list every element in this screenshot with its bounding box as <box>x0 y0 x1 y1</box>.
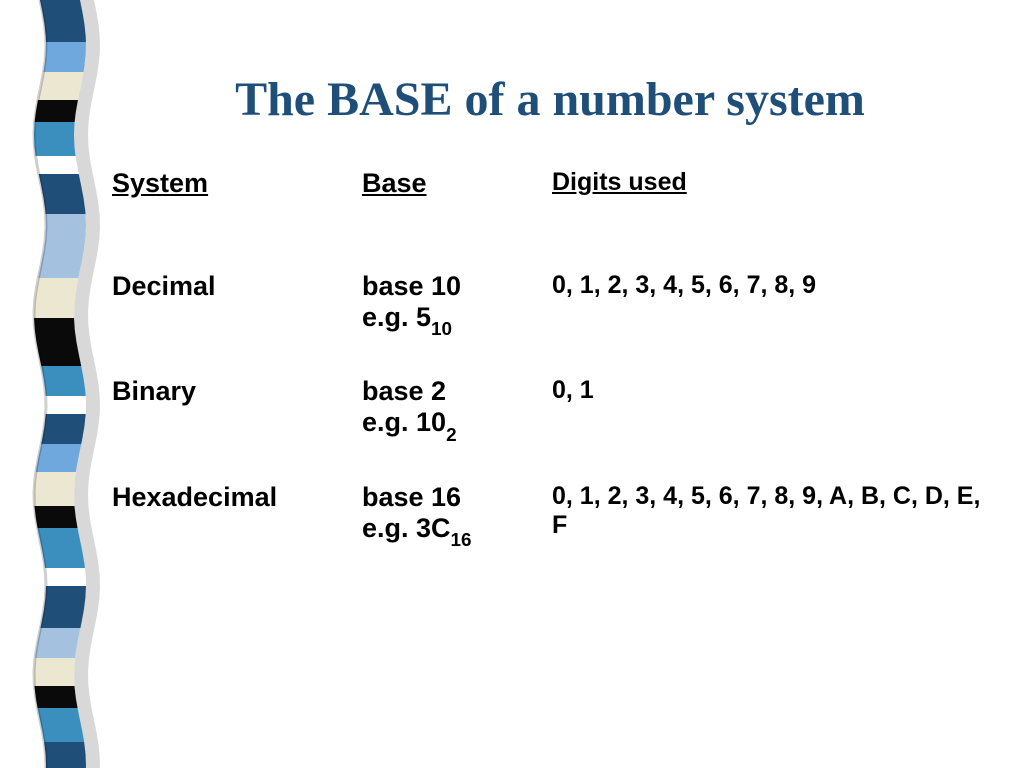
table-row: Hexadecimal base 16 e.g. 3C16 0, 1, 2, 3… <box>112 482 992 549</box>
table-row: Binary base 2 e.g. 102 0, 1 <box>112 376 992 443</box>
base-text: base 16 <box>362 482 461 512</box>
header-row: System Base Digits used <box>112 168 992 199</box>
cell-system: Decimal <box>112 271 362 302</box>
cell-digits: 0, 1 <box>552 376 992 405</box>
header-base: Base <box>362 168 552 199</box>
table-row: Decimal base 10 e.g. 510 0, 1, 2, 3, 4, … <box>112 271 992 338</box>
base-text: base 2 <box>362 376 446 406</box>
slide-title: The BASE of a number system <box>140 72 960 127</box>
base-text: base 10 <box>362 271 461 301</box>
cell-digits: 0, 1, 2, 3, 4, 5, 6, 7, 8, 9 <box>552 271 992 300</box>
base-example: e.g. 102 <box>362 407 552 443</box>
cell-digits: 0, 1, 2, 3, 4, 5, 6, 7, 8, 9, A, B, C, D… <box>552 482 992 540</box>
base-example: e.g. 510 <box>362 302 552 338</box>
content-table: System Base Digits used Decimal base 10 … <box>112 168 992 587</box>
cell-base: base 16 e.g. 3C16 <box>362 482 552 549</box>
cell-system: Hexadecimal <box>112 482 362 513</box>
cell-system: Binary <box>112 376 362 407</box>
cell-base: base 10 e.g. 510 <box>362 271 552 338</box>
decorative-ribbon <box>0 0 48 768</box>
header-digits: Digits used <box>552 168 992 197</box>
cell-base: base 2 e.g. 102 <box>362 376 552 443</box>
base-example: e.g. 3C16 <box>362 513 552 549</box>
header-system: System <box>112 168 362 199</box>
